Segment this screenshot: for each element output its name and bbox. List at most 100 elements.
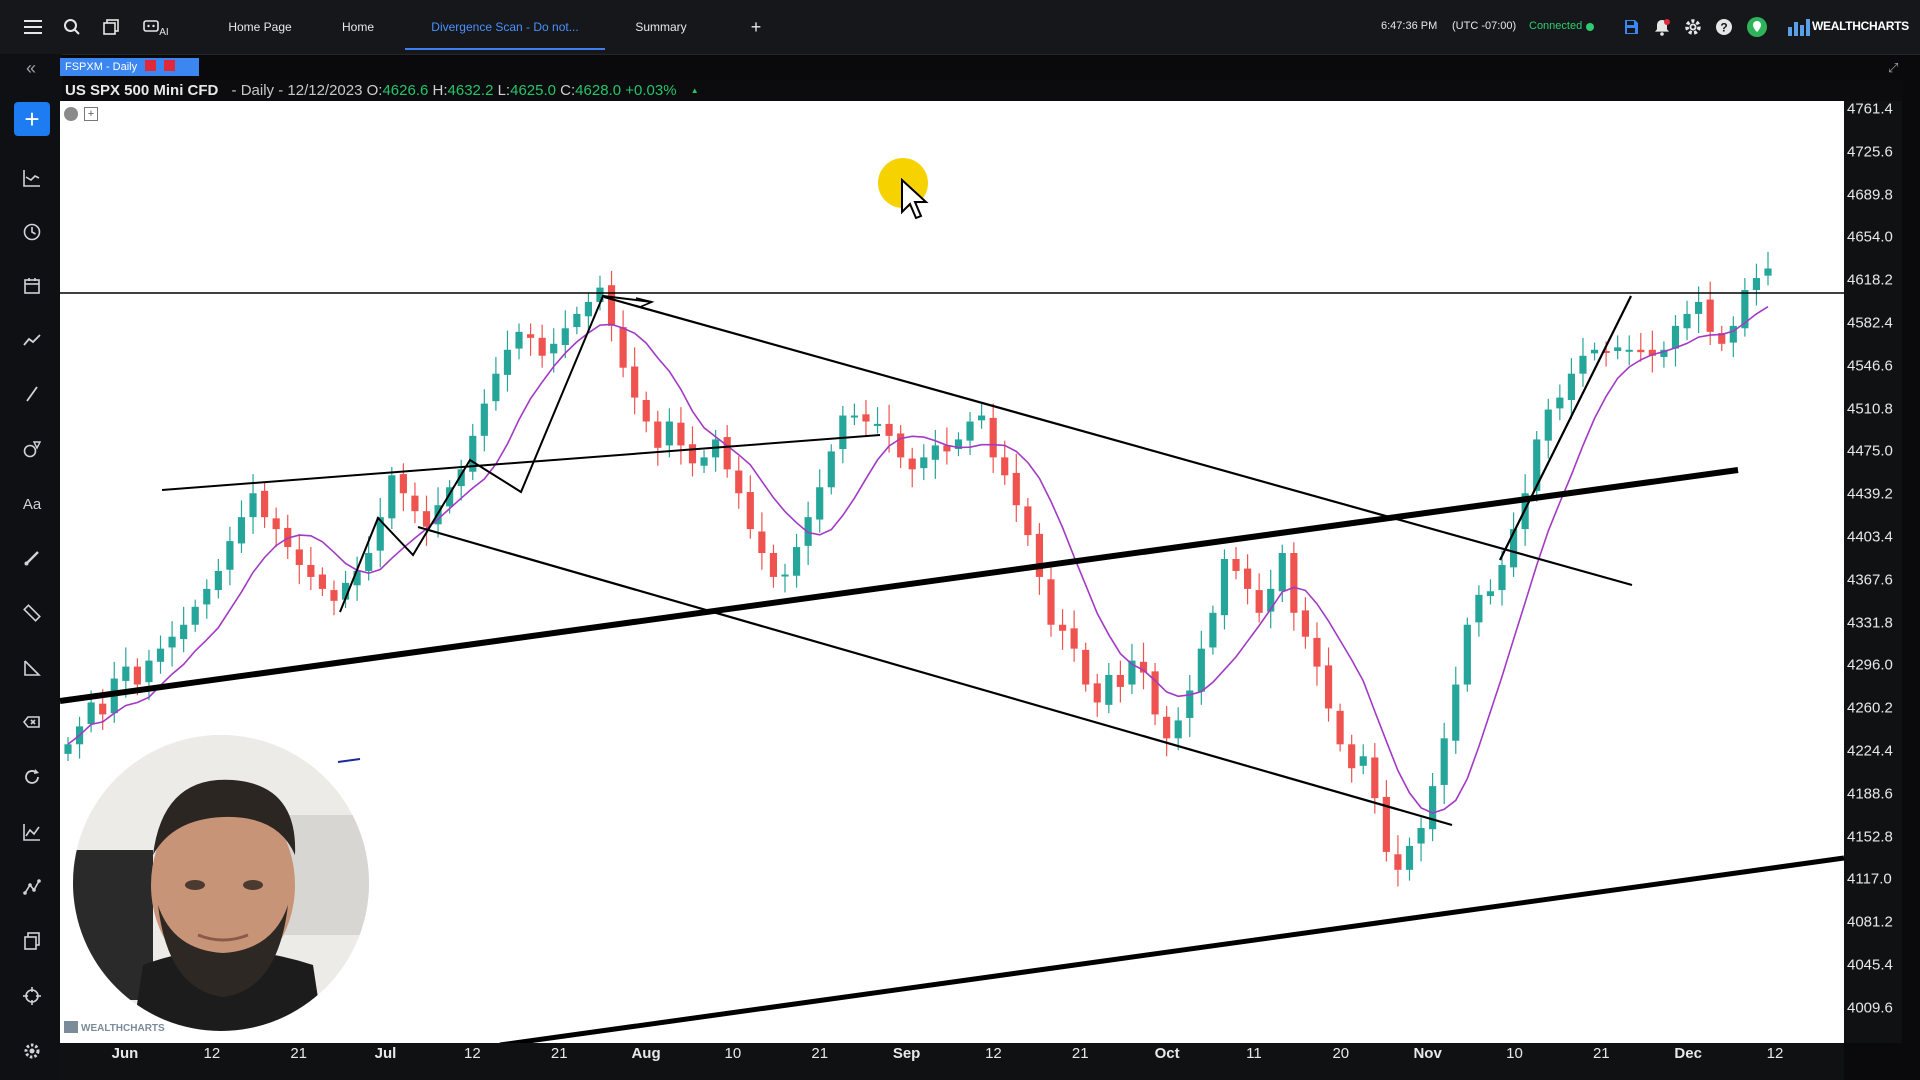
price-tick-label: 4117.0 [1847,870,1892,888]
layouts-icon[interactable] [96,12,126,42]
price-tick-label: 4403.4 [1847,528,1893,546]
price-tick-label: 4152.8 [1847,828,1893,846]
menu-icon[interactable] [18,12,48,42]
settings-gear-icon[interactable] [1678,12,1708,42]
date-tick-label: 11 [1246,1045,1262,1062]
tab-home-page[interactable]: Home Page [228,20,292,34]
price-tick-label: 4546.6 [1847,357,1893,375]
help-icon[interactable]: ? [1709,12,1739,42]
brush-tool-icon[interactable] [16,542,48,574]
line-tool-icon[interactable] [16,378,48,410]
indicators-icon[interactable] [16,162,48,194]
date-tick-label: Jun [111,1045,139,1062]
webcam-overlay [73,735,369,1031]
date-tick-label: Sep [892,1045,921,1062]
shapes-tool-icon[interactable] [16,433,48,465]
chart-period: - Daily - 12/12/2023 [231,82,363,99]
date-tick-label: Jul [374,1045,397,1062]
date-axis[interactable] [60,1043,1844,1080]
ohlc-infobar: US SPX 500 Mini CFD - Daily - 12/12/2023… [62,80,1902,101]
add-indicator-small-icon[interactable]: + [84,107,98,121]
chart-symbol-tab[interactable]: FSPXM - Daily [60,58,199,76]
high-label: H: [432,82,448,99]
text-tool-icon[interactable]: Aa [22,495,42,513]
ruler-tool-icon[interactable] [16,597,48,629]
date-tick-label: 21 [1071,1045,1089,1062]
tag-red-icon[interactable] [145,60,157,71]
date-tick-label: 12 [1766,1045,1784,1062]
date-tick-label: 21 [550,1045,568,1062]
low-label: L: [497,82,511,99]
brand-name: WEALTHCHARTS [1812,19,1909,33]
up-arrow-icon: ▲ [690,86,699,95]
wealthcharts-watermark: WEALTHCHARTS [64,1021,165,1034]
tag-red-icon[interactable] [164,60,176,71]
chart-settings-small-icon[interactable] [64,107,78,121]
mouse-pointer-icon [901,178,929,220]
close-value: 4628.0 [575,82,622,99]
open-value: 4626.6 [382,82,429,99]
trend-icon[interactable] [16,324,48,356]
price-tick-label: 4725.6 [1847,143,1893,161]
price-tick-label: 4439.2 [1847,485,1893,503]
fullscreen-icon[interactable]: ⤢ [1888,60,1899,75]
ai-label: AI [159,26,169,38]
price-tick-label: 4260.2 [1847,699,1893,717]
add-tab-button[interactable]: + [750,17,762,37]
date-tick-label: 21 [811,1045,829,1062]
templates-icon[interactable] [16,925,48,957]
price-tick-label: 4654.0 [1847,228,1893,246]
change-value: +0.03% [625,82,677,99]
tab-summary[interactable]: Summary [635,20,687,34]
ai-assistant-icon[interactable]: AI [138,12,174,42]
measure-tool-icon[interactable] [16,652,48,684]
price-tick-label: 4331.8 [1847,614,1893,632]
price-axis[interactable] [1844,101,1902,1043]
price-tick-label: 4761.4 [1847,100,1893,118]
save-icon[interactable] [1616,12,1646,42]
date-tick-label: Aug [631,1045,661,1062]
price-tick-label: 4475.0 [1847,442,1893,460]
refresh-icon[interactable] [16,761,48,793]
calendar-icon[interactable] [16,270,48,302]
location-pin-icon[interactable] [1742,12,1772,42]
date-tick-label: Dec [1674,1045,1702,1062]
date-tick-label: 12 [203,1045,221,1062]
high-value: 4632.2 [447,82,494,99]
watermark-text: WEALTHCHARTS [81,1023,165,1034]
close-label: C: [560,82,576,99]
crosshair-icon[interactable] [16,980,48,1012]
price-tick-label: 4009.6 [1847,999,1893,1017]
watermark-logo-icon [64,1021,78,1033]
low-value: 4625.0 [510,82,556,99]
chart-settings-icon[interactable] [16,1035,48,1067]
date-tick-label: 12 [985,1045,1002,1062]
price-tick-label: 4224.4 [1847,742,1893,760]
price-tick-label: 4689.8 [1847,186,1893,204]
price-tick-label: 4081.2 [1847,913,1893,931]
pattern-tool-icon[interactable] [16,871,48,903]
date-tick-label: 21 [1592,1045,1610,1062]
date-tick-label: 10 [1506,1045,1523,1062]
price-tick-label: 4296.0 [1847,656,1893,674]
chart-tab-label: FSPXM - Daily [65,61,138,73]
alerts-bell-icon[interactable] [1647,12,1677,42]
eraser-tool-icon[interactable] [16,706,48,738]
date-tick-label: Nov [1413,1045,1442,1062]
price-tick-label: 4188.6 [1847,785,1893,803]
date-tick-label: Oct [1154,1045,1180,1062]
clock-icon[interactable] [16,216,48,248]
date-tick-label: 21 [290,1045,308,1062]
clock-time: 6:47:36 PM [1381,20,1438,32]
tab-divergence-scan[interactable]: Divergence Scan - Do not... [405,0,605,50]
add-study-button[interactable]: + [14,102,50,136]
collapse-panel-icon[interactable]: « [25,58,36,78]
tab-home[interactable]: Home [341,20,374,34]
wealthcharts-logo-icon [1784,12,1814,42]
chart-type-icon[interactable] [16,816,48,848]
search-icon[interactable] [57,12,87,42]
date-tick-label: 10 [724,1045,742,1062]
timezone: (UTC -07:00) [1452,20,1517,32]
price-tick-label: 4045.4 [1847,956,1893,974]
date-tick-label: 12 [464,1045,481,1062]
